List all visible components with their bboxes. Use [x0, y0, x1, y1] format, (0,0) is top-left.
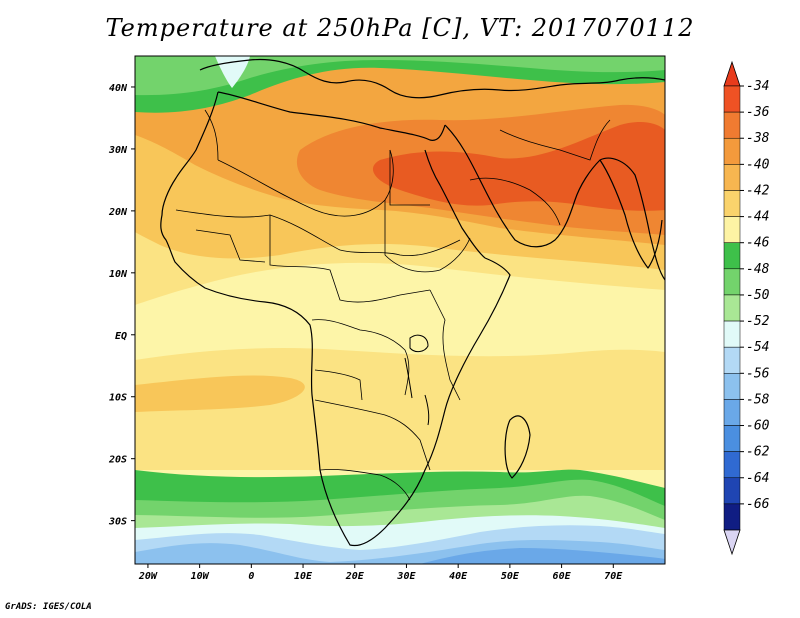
colorbar-swatch: [723, 190, 741, 217]
colorbar-label: -36: [746, 105, 770, 120]
colorbar-label: -64: [746, 471, 769, 486]
x-tick-label: 30E: [396, 571, 416, 582]
y-axis: 40N 30N 20N 10N EQ 10S 20S 30S: [108, 83, 135, 528]
x-tick-label: 40E: [449, 571, 468, 582]
border-morocco: [204, 109, 219, 161]
map-title: Temperature at 250hPa [C], VT: 201707011…: [105, 14, 695, 42]
colorbar-label: -58: [746, 392, 770, 407]
coastline-africa-west: [160, 91, 511, 547]
coastline-red-sea: [424, 149, 486, 259]
colorbar-label: -50: [746, 288, 770, 303]
colorbar-label: -62: [746, 445, 770, 460]
lake-victoria: [409, 334, 429, 353]
x-tick-label: 70E: [604, 571, 623, 582]
country-borders: [175, 109, 611, 501]
colorbar-swatch: [723, 399, 741, 426]
y-tick-label: 30N: [108, 145, 128, 156]
border-iran: [499, 119, 611, 161]
coastlines: [160, 58, 665, 547]
colorbar-label: -34: [746, 79, 769, 94]
colorbar-label: -44: [746, 210, 769, 225]
band-warm-south: [135, 375, 305, 412]
border-east: [429, 289, 461, 401]
x-tick-label: 60E: [553, 571, 572, 582]
colorbar-swatch: [723, 242, 741, 270]
colorbar-swatch: [723, 164, 741, 191]
band-blue-mid: [420, 548, 665, 564]
colorbar-label: -52: [746, 314, 770, 329]
plot-frame: [134, 55, 666, 565]
colorbar-swatch: [723, 137, 741, 165]
colorbar-swatch: [723, 111, 741, 139]
coastline-med: [217, 91, 446, 141]
colorbar-over-arrow: [723, 60, 741, 87]
y-tick-label: 10S: [109, 393, 127, 404]
coastline-madagascar: [504, 415, 531, 479]
colorbar-label: -40: [746, 157, 770, 172]
colorbar-swatch: [723, 477, 741, 505]
colorbar-swatch: [723, 346, 741, 374]
colorbar-swatch: [723, 425, 741, 452]
band-green-north-light: [135, 56, 665, 96]
border-westafrica: [195, 229, 266, 263]
colorbar: -34 -36 -38 -40 -42 -44 -46 -48 -50 -52 -54 -56 -58 -…: [723, 60, 770, 556]
temperature-field: [135, 56, 665, 564]
x-tick-label: 0: [248, 571, 254, 582]
border-central: [269, 215, 431, 303]
colorbar-label: -46: [746, 236, 770, 251]
colorbar-label: -66: [746, 497, 770, 512]
colorbar-swatch: [723, 451, 741, 479]
coastline-india: [599, 159, 663, 269]
border-arabia: [469, 177, 561, 226]
colorbar-swatch: [723, 320, 741, 348]
border-congo: [311, 319, 410, 396]
colorbar-label: -38: [746, 131, 770, 146]
coastline-europe: [199, 58, 665, 99]
y-tick-label: 20N: [108, 207, 128, 218]
x-tick-label: 10E: [294, 571, 313, 582]
x-tick-label: 20W: [138, 571, 158, 582]
y-tick-label: 20S: [108, 455, 127, 466]
border-sahara: [217, 149, 394, 217]
band-hot: [372, 122, 665, 211]
y-tick-label: EQ: [115, 331, 127, 342]
colorbar-label: -54: [746, 340, 769, 355]
lake-tanganyika: [404, 357, 413, 399]
colorbar-label: -42: [746, 183, 770, 198]
colorbar-swatch: [723, 85, 741, 113]
colorbar-swatch: [723, 268, 741, 296]
x-tick-label: 50E: [501, 571, 520, 582]
grads-credit: GrADS: IGES/COLA: [5, 602, 92, 612]
x-axis: 20W 10W 0 10E 20E 30E 40E 50E 60E 70E: [138, 564, 623, 582]
x-tick-label: 20E: [345, 571, 365, 582]
colorbar-swatch: [723, 373, 741, 400]
colorbar-label: -56: [746, 366, 770, 381]
colorbar-swatch: [723, 294, 741, 322]
border-sahel: [175, 209, 461, 257]
coastline-arabia: [444, 124, 665, 281]
border-south: [314, 399, 431, 471]
border-libya-egypt: [389, 150, 430, 206]
border-angola: [314, 369, 363, 401]
colorbar-swatch: [723, 503, 741, 531]
colorbar-under-arrow: [723, 529, 741, 556]
colorbar-label: -60: [746, 419, 770, 434]
x-tick-label: 10W: [191, 571, 210, 582]
y-tick-label: 30S: [108, 517, 127, 528]
y-tick-label: 10N: [109, 269, 128, 280]
y-tick-label: 40N: [109, 83, 128, 94]
lakes: [404, 334, 430, 426]
colorbar-swatch: [723, 216, 741, 243]
border-southafrica: [319, 469, 411, 501]
colorbar-label: -48: [746, 262, 770, 277]
border-sudan: [384, 200, 471, 273]
lake-malawi: [424, 394, 430, 426]
